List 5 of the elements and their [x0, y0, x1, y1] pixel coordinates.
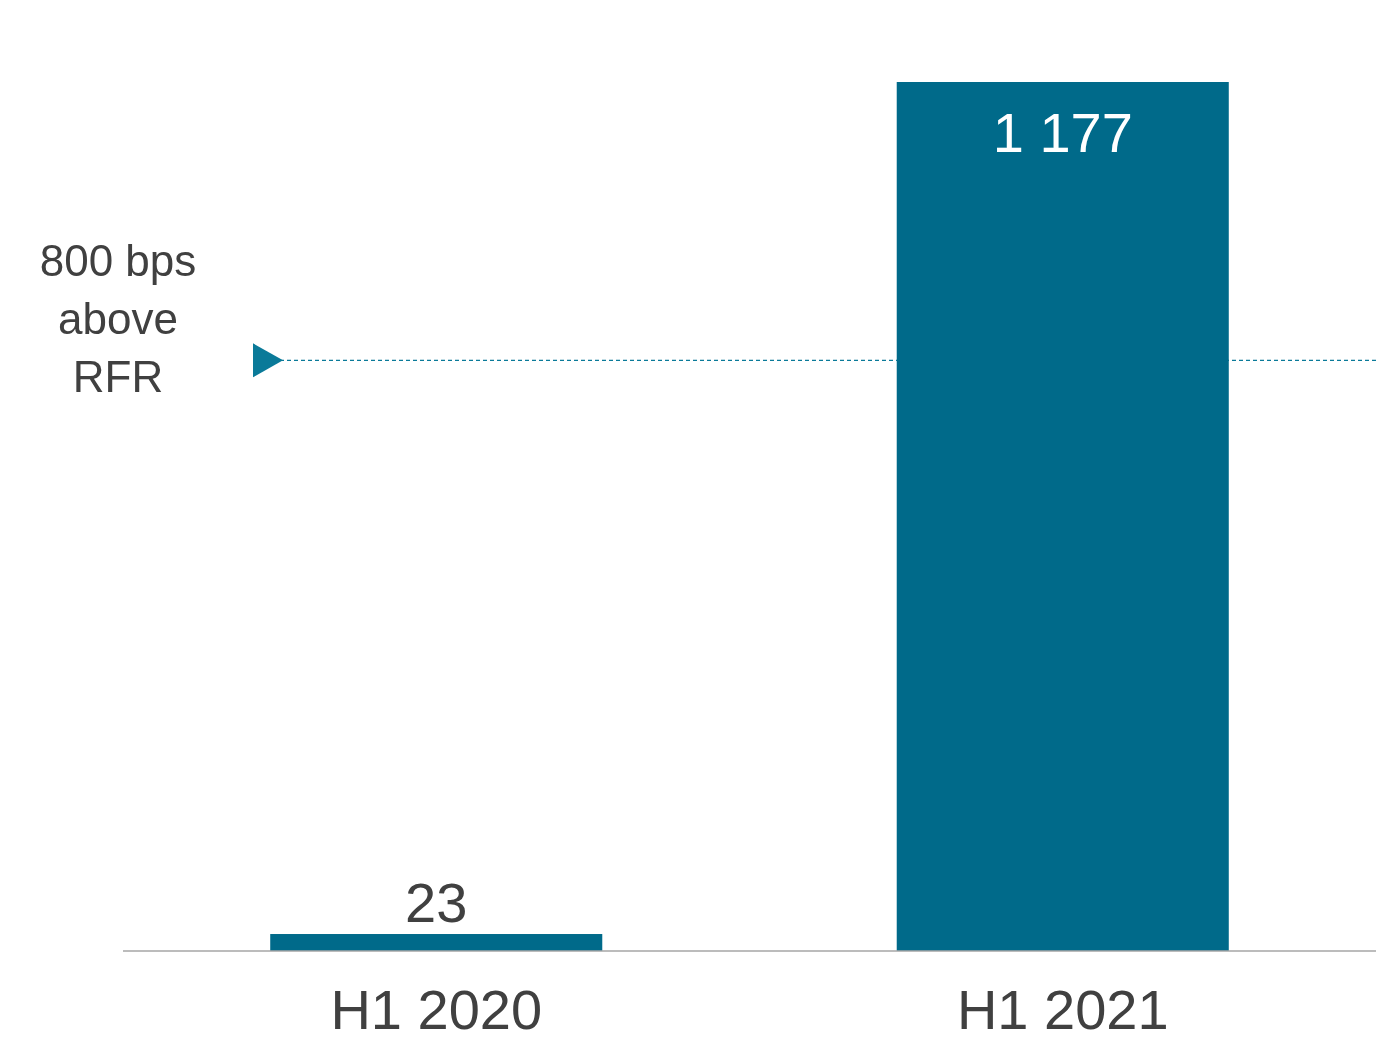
data-label: 1 177	[992, 101, 1133, 164]
data-label: 23	[405, 871, 468, 935]
x-tick-label: H1 2020	[330, 978, 543, 1041]
ref-line-label: 800 bps above RFR	[39, 236, 197, 402]
x-tick-label: H1 2021	[956, 978, 1169, 1041]
